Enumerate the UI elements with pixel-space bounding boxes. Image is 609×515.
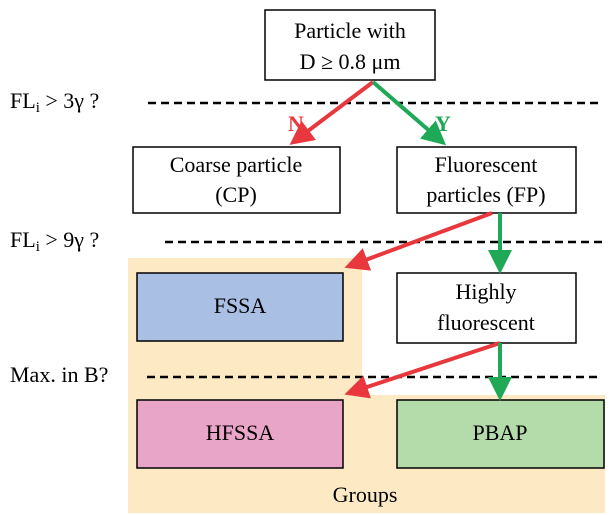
node-label: FSSA — [214, 293, 267, 318]
edge-label: Y — [435, 111, 451, 136]
node — [396, 399, 605, 469]
arrow — [371, 80, 447, 146]
edge-label: N — [288, 111, 304, 136]
condition: FLi > 9γ ? — [10, 227, 99, 255]
node-label: Particle with — [294, 18, 406, 43]
node-label: Highly — [455, 279, 516, 304]
node-label: fluorescent — [437, 310, 535, 335]
node-label: (CP) — [215, 182, 257, 207]
node-label: D ≥ 0.8 μm — [300, 49, 401, 74]
arrow — [289, 80, 375, 145]
node — [396, 272, 577, 344]
node — [132, 146, 341, 214]
node-label: Fluorescent — [435, 152, 538, 177]
groups-label: Groups — [333, 482, 398, 507]
arrow — [344, 341, 501, 399]
node-label: Coarse particle — [170, 152, 303, 177]
node-label: particles (FP) — [426, 182, 545, 207]
node — [264, 9, 436, 81]
node-label: HFSSA — [206, 420, 275, 445]
node — [136, 272, 344, 342]
arrow — [344, 211, 493, 271]
condition: FLi > 3γ ? — [10, 88, 99, 116]
node — [136, 399, 344, 469]
node-label: PBAP — [472, 420, 527, 445]
node — [396, 146, 577, 214]
condition: Max. in B? — [10, 362, 108, 387]
